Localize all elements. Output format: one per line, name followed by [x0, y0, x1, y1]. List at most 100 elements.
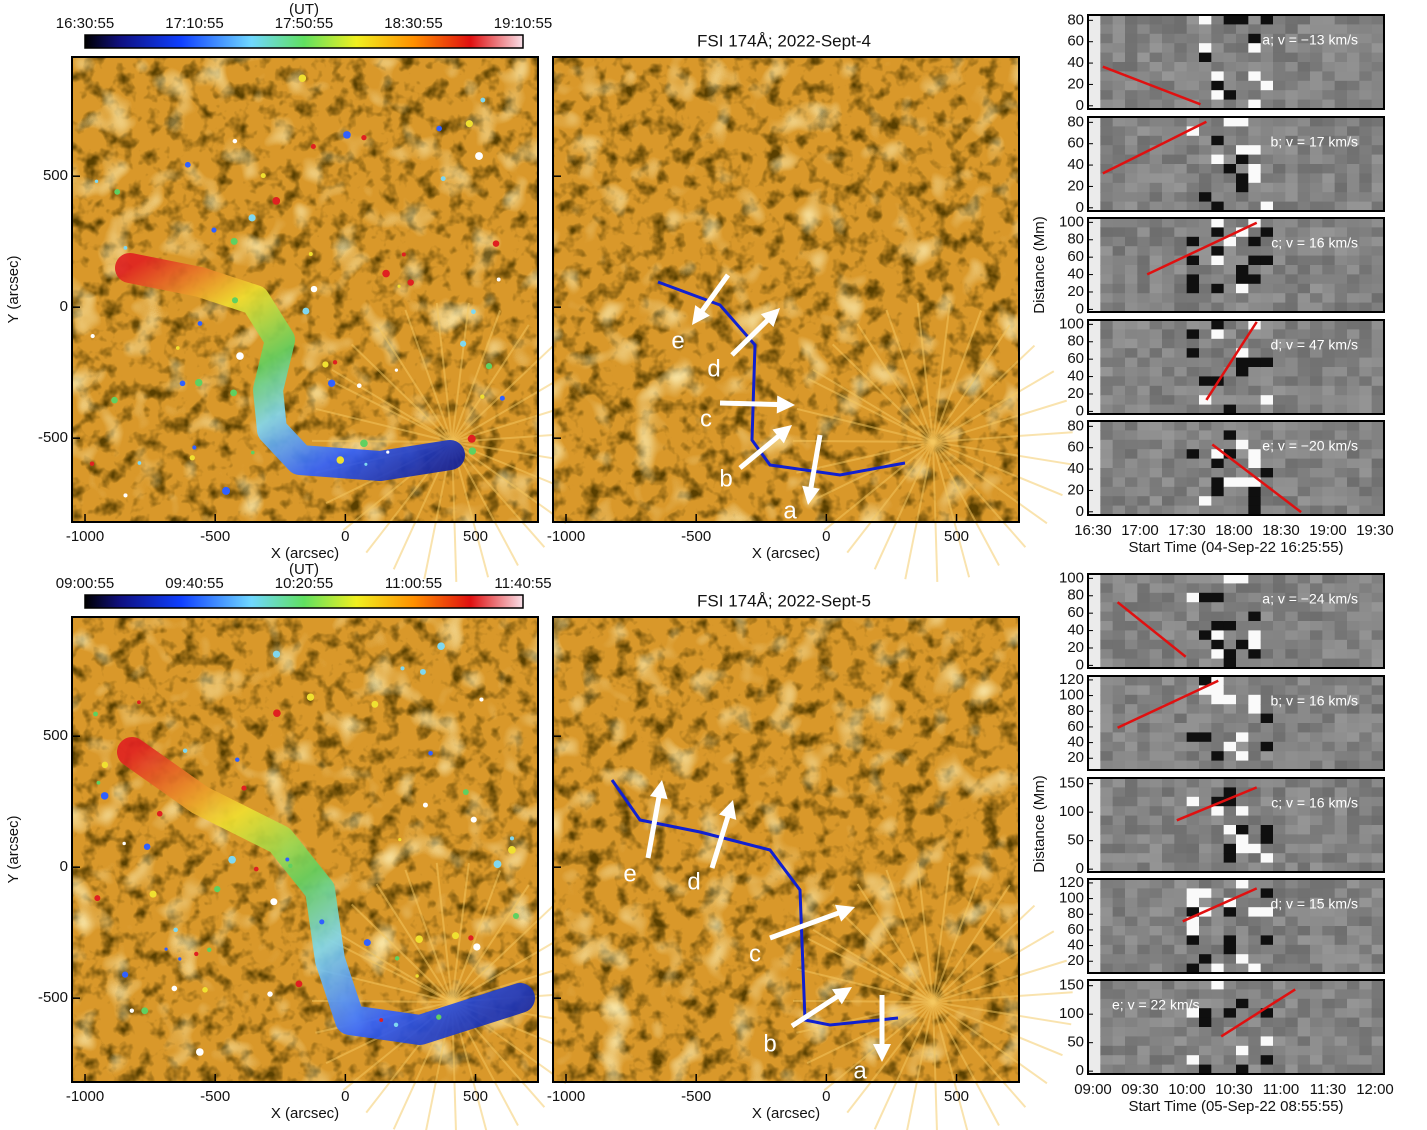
td-cell	[1236, 81, 1249, 91]
td-cell	[1322, 173, 1335, 183]
td-cell	[1359, 898, 1372, 908]
td-cell	[1211, 246, 1224, 256]
td-cell	[1137, 227, 1150, 237]
td-cell	[1224, 630, 1237, 640]
td-cell	[1236, 71, 1249, 81]
td-cell	[1187, 630, 1200, 640]
td-y-tick-label: 80	[1067, 905, 1084, 922]
td-cell	[1199, 1008, 1212, 1018]
td-cell	[1359, 487, 1372, 497]
td-cell	[1285, 723, 1298, 733]
td-x-tick-label: 11:00	[1263, 1081, 1299, 1098]
td-cell	[1273, 926, 1286, 936]
td-cell	[1211, 844, 1224, 854]
td-cell	[1322, 917, 1335, 927]
td-cell	[1100, 751, 1113, 761]
td-cell	[1187, 640, 1200, 650]
td-cell	[1372, 246, 1385, 256]
td-cell	[1359, 989, 1372, 999]
td-cell	[1137, 386, 1150, 396]
td-cell	[1150, 421, 1163, 431]
feature-dot	[185, 162, 191, 168]
td-cell	[1187, 62, 1200, 72]
td-cell	[1137, 62, 1150, 72]
td-cell	[1359, 1027, 1372, 1037]
td-cell	[1236, 237, 1249, 247]
td-cell	[1236, 274, 1249, 284]
td-cell	[1100, 81, 1113, 91]
td-cell	[1187, 1036, 1200, 1046]
td-cell	[1285, 935, 1298, 945]
td-cell	[1298, 421, 1311, 431]
td-cell	[1372, 676, 1385, 686]
td-cell	[1150, 640, 1163, 650]
td-cell	[1236, 806, 1249, 816]
td-cell	[1137, 237, 1150, 247]
td-cell	[1187, 164, 1200, 174]
td-cell	[1248, 816, 1261, 826]
td-cell	[1150, 348, 1163, 358]
td-cell	[1248, 583, 1261, 593]
td-cell	[1113, 1046, 1126, 1056]
td-cell	[1088, 145, 1101, 155]
td-cell	[1187, 1018, 1200, 1028]
td-cell	[1125, 630, 1138, 640]
td-cell	[1273, 358, 1286, 368]
td-cell	[1285, 284, 1298, 294]
td-cell	[1372, 329, 1385, 339]
td-cell	[1211, 62, 1224, 72]
td-cell	[1187, 468, 1200, 478]
td-cell	[1298, 751, 1311, 761]
td-cell	[1174, 778, 1187, 788]
y-axis-label: Y (arcsec)	[5, 255, 22, 323]
td-cell	[1162, 348, 1175, 358]
feature-dot	[468, 935, 473, 940]
td-cell	[1285, 320, 1298, 330]
td-cell	[1273, 640, 1286, 650]
td-cell	[1248, 935, 1261, 945]
td-cell	[1150, 274, 1163, 284]
td-cell	[1273, 183, 1286, 193]
td-cell	[1100, 192, 1113, 202]
td-cell	[1285, 376, 1298, 386]
td-cell	[1113, 676, 1126, 686]
td-cell	[1285, 574, 1298, 584]
td-cell	[1137, 421, 1150, 431]
td-cell	[1359, 43, 1372, 53]
td-cell	[1335, 164, 1348, 174]
td-cell	[1359, 954, 1372, 964]
td-cell	[1310, 192, 1323, 202]
td-cell	[1322, 816, 1335, 826]
td-cell	[1273, 732, 1286, 742]
td-cell	[1335, 945, 1348, 955]
td-cell	[1236, 917, 1249, 927]
td-cell	[1174, 1036, 1187, 1046]
td-cell	[1125, 685, 1138, 695]
x-tick-label: -500	[681, 528, 711, 545]
td-cell	[1273, 173, 1286, 183]
td-cell	[1347, 395, 1360, 405]
td-cell	[1199, 980, 1212, 990]
td-cell	[1100, 980, 1113, 990]
td-cell	[1248, 164, 1261, 174]
td-cell	[1236, 583, 1249, 593]
td-cell	[1261, 935, 1274, 945]
td-cell	[1199, 329, 1212, 339]
td-cell	[1285, 265, 1298, 275]
td-cell	[1372, 630, 1385, 640]
td-cell	[1224, 602, 1237, 612]
td-cell	[1285, 274, 1298, 284]
td-cell	[1113, 477, 1126, 487]
td-cell	[1199, 440, 1212, 450]
td-cell	[1113, 834, 1126, 844]
td-cell	[1322, 71, 1335, 81]
td-cell	[1150, 246, 1163, 256]
feature-dot	[379, 1018, 383, 1022]
td-cell	[1224, 825, 1237, 835]
td-cell	[1335, 1027, 1348, 1037]
td-cell	[1236, 630, 1249, 640]
td-cell	[1150, 358, 1163, 368]
td-cell	[1322, 421, 1335, 431]
td-cell	[1224, 989, 1237, 999]
td-cell	[1322, 256, 1335, 266]
